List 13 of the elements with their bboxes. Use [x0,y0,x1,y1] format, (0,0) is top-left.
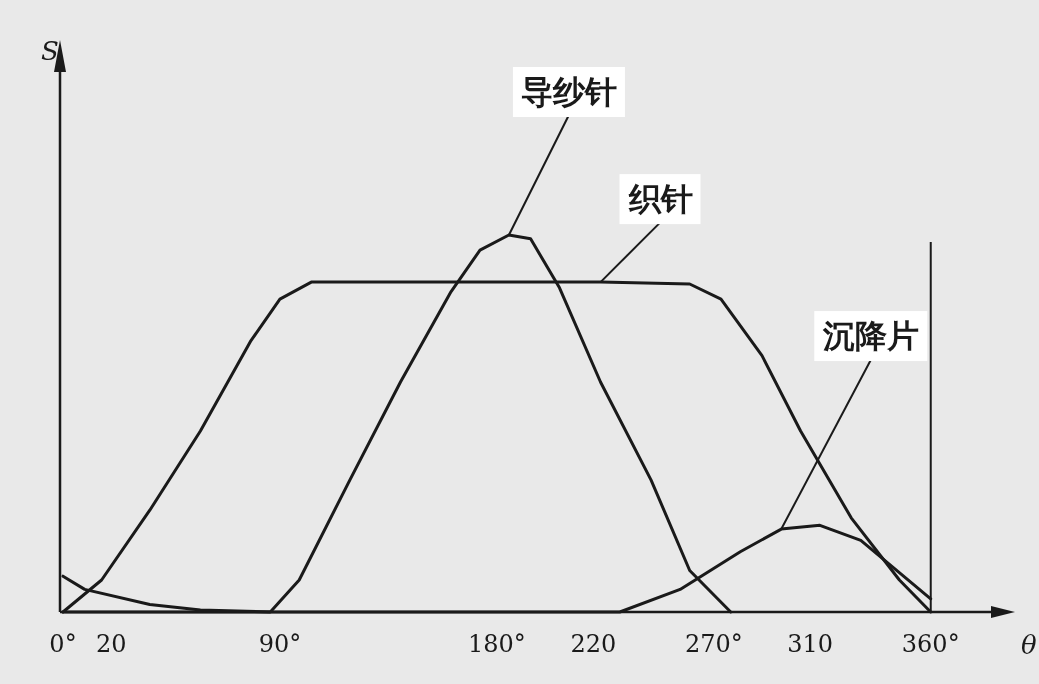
text: 导纱针 [520,73,617,111]
x-tick-label: 90° [258,630,302,658]
x-axis-title: θ [1021,630,1037,660]
x-tick-label: 20 [95,630,127,658]
x-tick-label: 360° [901,630,960,658]
x-tick-label: 180° [467,630,526,658]
x-tick-label: 0° [49,630,77,658]
text: S [41,36,59,66]
x-tick-label: 310 [787,630,834,658]
text: 沉降片 [822,317,920,356]
x-tick-label: 220 [570,630,617,658]
x-tick-label: 270° [684,630,743,658]
text: 织针 [627,180,693,219]
